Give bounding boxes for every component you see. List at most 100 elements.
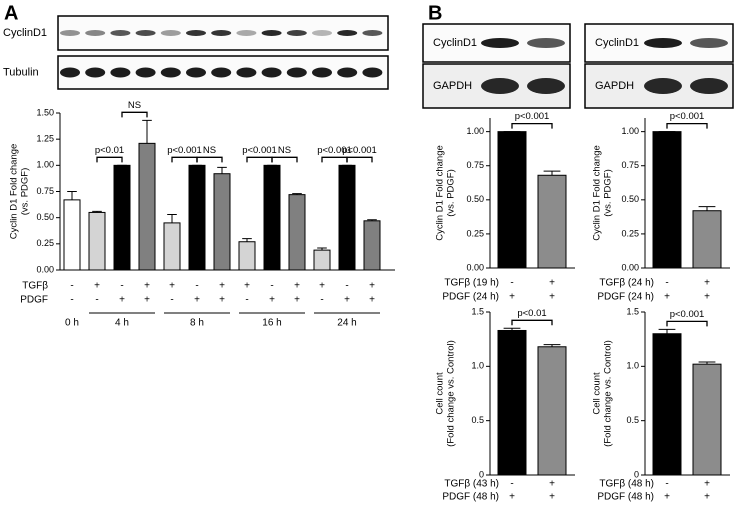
blot-band bbox=[286, 30, 307, 36]
error-bar bbox=[292, 193, 302, 195]
bar bbox=[188, 164, 206, 271]
significance-bracket bbox=[511, 122, 553, 129]
y-tick-label: 0.25 bbox=[466, 228, 484, 238]
y-tick-label: 1.50 bbox=[36, 107, 54, 117]
bar bbox=[338, 164, 356, 271]
blot-band bbox=[135, 67, 156, 78]
y-tick-label: 0.25 bbox=[36, 238, 54, 248]
condition-sign: - bbox=[170, 295, 173, 306]
row-label: TGFβ (43 h) bbox=[444, 479, 499, 490]
y-tick-label: 0.75 bbox=[621, 160, 639, 170]
condition-sign: - bbox=[320, 295, 323, 306]
condition-sign: + bbox=[94, 281, 100, 292]
row-label: PDGF (24 h) bbox=[597, 292, 654, 303]
error-bar bbox=[92, 210, 102, 213]
row-label: TGFβ (24 h) bbox=[599, 278, 654, 289]
bar bbox=[163, 222, 181, 271]
group-label: 16 h bbox=[262, 318, 281, 329]
significance-bracket bbox=[666, 320, 708, 327]
row-label: TGFβ (19 h) bbox=[444, 278, 499, 289]
blot-band bbox=[286, 67, 307, 78]
significance-bracket bbox=[271, 156, 298, 163]
significance-bracket bbox=[171, 156, 198, 163]
blot-label: CyclinD1 bbox=[595, 37, 639, 49]
error-bar bbox=[242, 238, 252, 242]
y-tick-label: 0.5 bbox=[626, 415, 639, 425]
condition-sign: + bbox=[509, 492, 515, 503]
blot-band bbox=[85, 67, 106, 78]
row-label: PDGF (48 h) bbox=[597, 492, 654, 503]
significance-bracket bbox=[121, 111, 148, 118]
bar bbox=[88, 211, 106, 271]
condition-sign: - bbox=[120, 281, 123, 292]
blot-band bbox=[337, 67, 358, 78]
bar bbox=[63, 199, 81, 271]
significance-label: p<0.01 bbox=[517, 308, 546, 319]
condition-sign: + bbox=[664, 492, 670, 503]
y-tick-label: 1.25 bbox=[36, 134, 54, 144]
condition-sign: - bbox=[270, 281, 273, 292]
condition-sign: + bbox=[664, 292, 670, 303]
significance-label: p<0.01 bbox=[95, 145, 124, 156]
y-tick-label: 0.75 bbox=[466, 160, 484, 170]
significance-label: p<0.001 bbox=[342, 145, 377, 156]
blot-band bbox=[481, 38, 519, 48]
y-tick-label: 1.0 bbox=[471, 361, 484, 371]
condition-sign: + bbox=[169, 281, 175, 292]
condition-sign: + bbox=[294, 295, 300, 306]
condition-sign: - bbox=[95, 295, 98, 306]
condition-sign: + bbox=[704, 278, 710, 289]
error-bar bbox=[167, 214, 177, 223]
condition-sign: + bbox=[549, 292, 555, 303]
y-tick-label: 1.00 bbox=[36, 160, 54, 170]
y-tick-label: 0.50 bbox=[466, 194, 484, 204]
condition-sign: + bbox=[549, 492, 555, 503]
y-axis-label: (vs. PDGF) bbox=[603, 169, 614, 217]
error-bar bbox=[698, 206, 716, 211]
significance-label: NS bbox=[203, 145, 216, 156]
condition-sign: + bbox=[269, 295, 275, 306]
blot-band bbox=[261, 67, 282, 78]
significance-label: p<0.001 bbox=[317, 145, 352, 156]
bar bbox=[288, 194, 306, 271]
blot-label: GAPDH bbox=[433, 80, 472, 92]
bar bbox=[363, 220, 381, 271]
blot-band bbox=[60, 30, 80, 36]
bar bbox=[238, 241, 256, 271]
significance-bracket bbox=[511, 319, 553, 326]
condition-sign: + bbox=[319, 281, 325, 292]
condition-sign: + bbox=[704, 492, 710, 503]
row-label: TGFβ bbox=[22, 281, 48, 292]
bar bbox=[263, 164, 281, 271]
group-label: 8 h bbox=[190, 318, 204, 329]
y-tick-label: 0 bbox=[634, 469, 639, 479]
blot-band bbox=[211, 30, 232, 36]
bar bbox=[497, 131, 527, 269]
row-label: PDGF (24 h) bbox=[442, 292, 499, 303]
condition-sign: + bbox=[194, 295, 200, 306]
y-tick-label: 1.5 bbox=[471, 306, 484, 316]
condition-sign: - bbox=[345, 281, 348, 292]
blot-band bbox=[481, 78, 519, 94]
blot-band bbox=[186, 30, 206, 36]
bar bbox=[692, 210, 722, 269]
y-axis-label: (Fold change vs. Control) bbox=[446, 340, 457, 447]
bar bbox=[313, 249, 331, 271]
bar bbox=[537, 174, 567, 269]
condition-sign: - bbox=[70, 281, 73, 292]
error-bar bbox=[317, 247, 327, 251]
condition-sign: - bbox=[195, 281, 198, 292]
blot-label: GAPDH bbox=[595, 80, 634, 92]
bar bbox=[652, 333, 682, 476]
blot-band bbox=[211, 67, 232, 78]
error-bar bbox=[503, 327, 521, 331]
significance-label: p<0.001 bbox=[670, 309, 705, 320]
condition-sign: - bbox=[70, 295, 73, 306]
blot-band bbox=[186, 67, 206, 78]
condition-sign: - bbox=[510, 479, 513, 490]
significance-bracket bbox=[666, 122, 708, 129]
condition-sign: + bbox=[219, 295, 225, 306]
bar bbox=[537, 346, 567, 476]
group-label: 4 h bbox=[115, 318, 129, 329]
condition-sign: + bbox=[119, 295, 125, 306]
